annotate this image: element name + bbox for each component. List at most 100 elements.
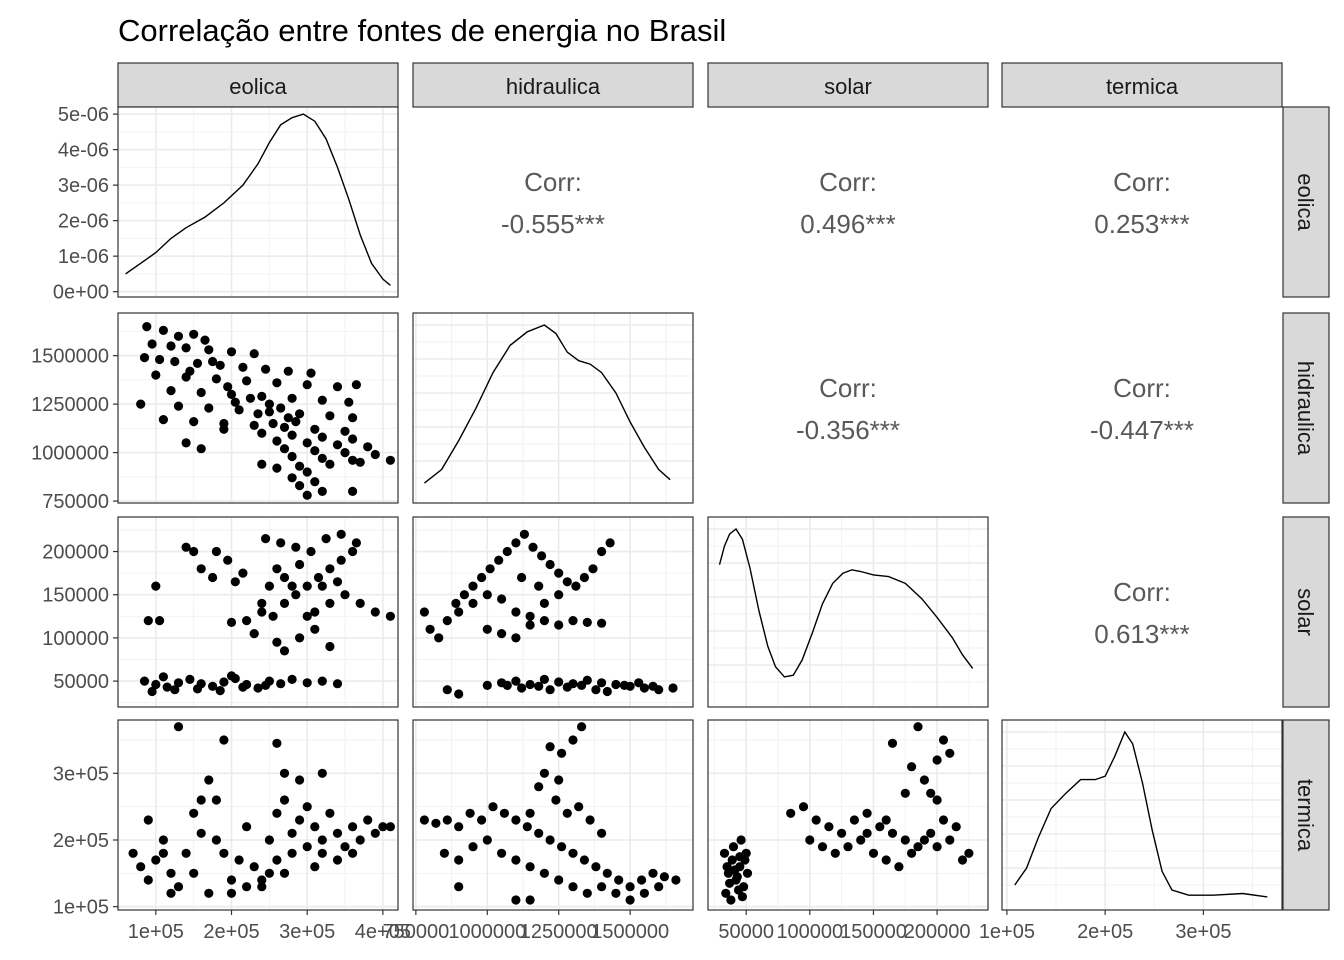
scatter-point <box>659 872 670 882</box>
scatter-point <box>189 546 199 557</box>
strip-right-termica: termica <box>1282 719 1330 911</box>
scatter-point <box>204 775 214 785</box>
scatter-point <box>577 722 587 732</box>
scatter-point <box>166 341 176 351</box>
scatter-point <box>648 868 658 878</box>
scatter-point <box>534 782 544 792</box>
scatter-point <box>143 875 153 885</box>
scatter-point <box>219 848 229 858</box>
corr-label: Corr: <box>1113 373 1171 403</box>
scatter-point <box>142 322 152 332</box>
scatter-point <box>310 822 320 832</box>
scatter-point <box>264 835 274 845</box>
scatter-point <box>189 417 199 427</box>
scatter-point <box>730 865 740 875</box>
scatter-point <box>830 848 840 858</box>
scatter-point <box>317 768 327 778</box>
scatter-point <box>881 815 891 825</box>
scatter-point <box>185 674 195 685</box>
scatter-point <box>257 428 267 438</box>
scatter-point <box>325 411 335 421</box>
scatter-point <box>295 409 305 419</box>
y-tick-label: 150000 <box>42 585 109 607</box>
scatter-point <box>340 842 350 852</box>
scatter-point <box>162 682 172 692</box>
y-tick-label: 100000 <box>42 628 109 650</box>
scatter-point <box>355 457 365 467</box>
scatter-point <box>272 564 282 574</box>
scatter-point <box>525 862 535 872</box>
scatter-point <box>272 738 282 748</box>
scatter-point <box>837 828 847 838</box>
strip-top-eolica: eolica <box>117 62 399 108</box>
y-axis-hidraulica: 750000 1000000 1250000 1500000 <box>31 346 118 513</box>
scatter-point <box>173 678 184 688</box>
scatter-point <box>302 380 312 390</box>
scatter-point <box>302 842 312 852</box>
scatter-point <box>181 848 191 858</box>
scatter-point <box>317 486 327 496</box>
strip-right-label: hidraulica <box>1293 361 1318 456</box>
scatter-point <box>287 430 297 440</box>
scatter-point <box>451 598 461 609</box>
scatter-point <box>325 808 335 818</box>
scatter-point <box>639 888 650 898</box>
scatter-point <box>336 555 346 565</box>
scatter-point <box>158 672 168 682</box>
scatter-point <box>932 795 942 805</box>
scatter-point <box>166 888 176 898</box>
scatter-point <box>257 607 267 617</box>
scatter-point <box>363 815 373 825</box>
strip-right-label: termica <box>1293 779 1318 852</box>
scatter-point <box>291 542 301 552</box>
scatter-point <box>648 681 658 691</box>
scatter-point <box>932 842 942 852</box>
x-tick-label: 3e+05 <box>279 921 335 943</box>
scatter-point <box>242 882 252 892</box>
scatter-point <box>798 802 809 812</box>
scatter-point <box>287 828 297 838</box>
scatter-point <box>276 538 286 548</box>
scatter-point <box>181 343 191 353</box>
scatter-point <box>279 646 290 656</box>
scatter-point <box>287 581 297 591</box>
scatter-point <box>226 888 237 898</box>
scatter-point <box>568 882 578 892</box>
y-tick-label: 0e+00 <box>53 282 109 304</box>
scatter-point <box>351 380 361 390</box>
scatter-point <box>325 459 335 469</box>
scatter-point <box>862 808 872 818</box>
scatter-point <box>735 852 745 862</box>
scatter-point <box>200 335 210 345</box>
panel-termica-termica <box>1001 719 1283 911</box>
corr-value: 0.253*** <box>1094 209 1189 239</box>
scatter-point <box>155 354 165 365</box>
scatter-point <box>317 676 327 686</box>
panel-eolica-eolica <box>117 106 399 298</box>
y-tick-label: 1500000 <box>31 346 109 368</box>
scatter-point <box>511 815 521 825</box>
scatter-point <box>602 686 612 697</box>
scatter-point <box>242 822 252 832</box>
scatter-point <box>539 598 550 609</box>
scatter-point <box>310 424 320 434</box>
corr-value: -0.555*** <box>501 209 605 239</box>
scatter-point <box>158 848 168 858</box>
scatter-point <box>302 678 312 688</box>
y-axis-eolica: 0e+00 1e-06 2e-06 3e-06 4e-06 5e-06 <box>53 104 118 304</box>
scatter-point <box>425 624 435 634</box>
scatter-point <box>919 835 930 845</box>
scatter-point <box>143 616 153 626</box>
x-tick-label: 2e+05 <box>203 921 259 943</box>
scatter-point <box>196 387 206 398</box>
scatter-point <box>434 633 444 643</box>
scatter-point <box>597 882 607 892</box>
scatter-point <box>370 449 380 460</box>
scatter-point <box>264 581 274 591</box>
scatter-point <box>554 568 564 578</box>
scatter-point <box>295 461 305 471</box>
scatter-point <box>279 795 290 805</box>
panel-solar-eolica <box>117 516 399 708</box>
y-tick-label: 1e+05 <box>53 897 109 919</box>
scatter-point <box>485 564 495 574</box>
